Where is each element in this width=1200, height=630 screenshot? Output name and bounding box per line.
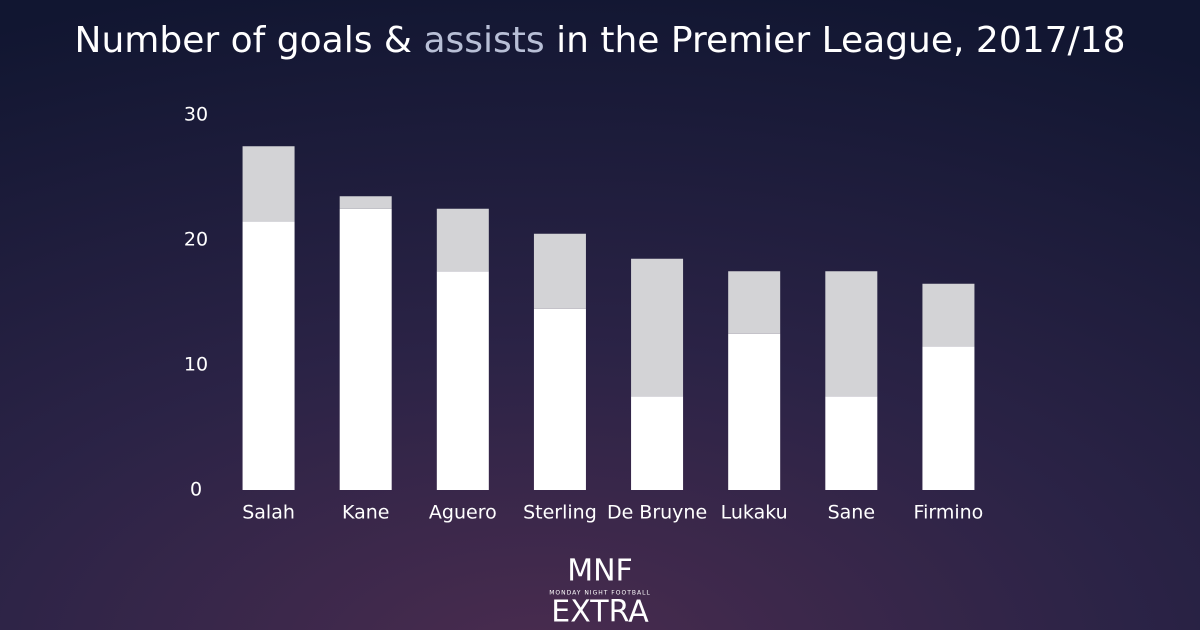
bar-segment [728, 333, 781, 490]
bar-segment [631, 396, 684, 490]
bar-segment [922, 346, 975, 490]
bar-segment [242, 146, 295, 222]
x-tick-label: De Bruyne [607, 502, 707, 524]
bar-segment [339, 196, 392, 209]
y-tick-label: 0 [190, 479, 202, 501]
bar-segment [533, 233, 586, 309]
bar-segment [339, 208, 392, 490]
y-tick-label: 20 [184, 229, 208, 251]
x-tick-label: Sterling [523, 502, 597, 524]
bar-segment [825, 271, 878, 397]
bar-segment [436, 271, 489, 490]
x-tick-label: Firmino [914, 502, 984, 524]
title-joiner: & [384, 20, 412, 61]
bar-segment [533, 308, 586, 490]
logo-bottom: EXTRA [551, 595, 649, 630]
y-tick-label: 30 [184, 104, 208, 126]
logo-top: MNF [567, 554, 633, 589]
x-tick-label: Salah [242, 502, 295, 524]
legend-entry: goals [277, 20, 373, 61]
bar-segment [825, 396, 878, 490]
title-suffix: in the Premier League, 2017/18 [556, 20, 1125, 61]
bar-segment [728, 271, 781, 334]
x-tick-label: Sane [828, 502, 875, 524]
title-prefix: Number of [75, 20, 267, 61]
bar-segment [922, 283, 975, 347]
bar-segment [631, 258, 684, 397]
x-tick-label: Aguero [429, 502, 497, 524]
x-tick-label: Kane [342, 502, 390, 524]
bar-segment [436, 208, 489, 272]
chart-title: Number of goals & assists in the Premier… [75, 20, 1126, 61]
bar-segment [242, 221, 295, 490]
logo-middle: MONDAY NIGHT FOOTBALL [549, 590, 651, 597]
x-tick-label: Lukaku [721, 502, 788, 524]
y-tick-label: 10 [184, 354, 208, 376]
legend-entry: assists [423, 20, 544, 61]
